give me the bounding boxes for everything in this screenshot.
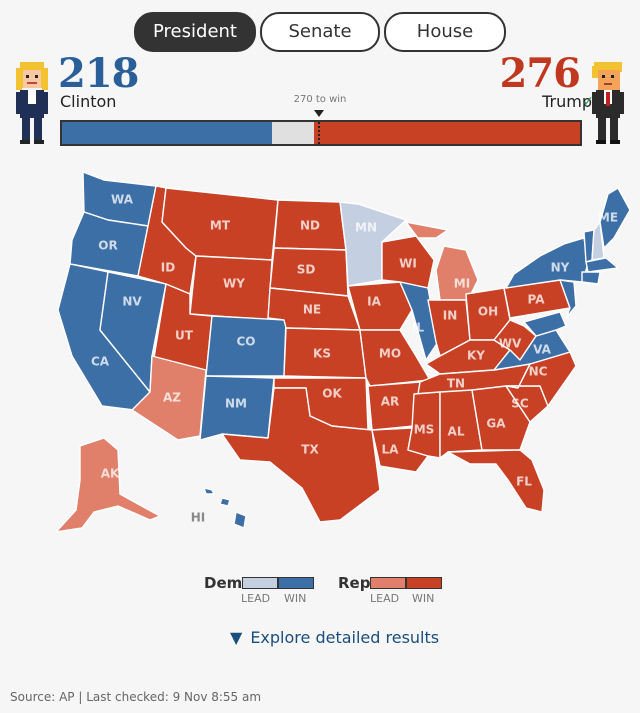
race-tabs: President Senate House [0,12,640,52]
label-WA: WA [111,193,134,207]
label-OR: OR [98,239,117,253]
label-LA: LA [382,443,400,457]
label-VA: VA [533,343,551,357]
state-ME[interactable] [599,187,631,249]
label-UT: UT [175,329,194,343]
label-SC: SC [511,397,529,411]
tab-president[interactable]: President [134,12,256,52]
win-threshold-marker-icon [314,110,324,117]
rep-bar-segment [314,122,580,144]
win-threshold-label: 270 to win [293,94,347,105]
label-WY: WY [223,277,245,291]
label-AR: AR [381,395,400,409]
label-NM: NM [225,397,247,411]
trump-electoral-votes: 276 [499,50,581,97]
winner-check-icon: ✓ [582,94,594,110]
state-MD[interactable] [523,311,567,337]
dem-bar-segment [62,122,272,144]
state-AZ[interactable] [131,355,207,441]
state-MA[interactable] [585,257,619,273]
state-NY[interactable] [505,237,589,289]
electoral-vote-bar [60,120,582,146]
tab-house[interactable]: House [384,12,506,52]
legend-rep-label: Rep [338,574,371,592]
label-NV: NV [122,295,142,309]
label-AL: AL [448,425,465,439]
tab-senate[interactable]: Senate [260,12,380,52]
label-GA: GA [486,417,506,431]
state-HI[interactable] [203,487,247,529]
state-NJ[interactable] [559,279,577,319]
explore-results-link[interactable]: ▼ Explore detailed results [230,628,439,647]
label-IL: IL [412,321,424,335]
label-AZ: AZ [163,391,181,405]
label-ME: ME [598,211,618,225]
label-PA: PA [528,293,546,307]
state-TX[interactable] [221,387,381,523]
label-IN: IN [443,309,458,323]
legend-dem-label: Dem [204,574,243,592]
clinton-avatar-icon [16,62,48,144]
clinton-name: Clinton [60,92,117,111]
us-electoral-map: WA OR CA NV ID MT WY UT CO AZ NM ND SD N… [55,171,631,533]
label-MO: MO [379,347,401,361]
label-AK: AK [101,467,120,481]
label-MT: MT [210,219,231,233]
label-TX: TX [301,443,319,457]
source-footer: Source: AP | Last checked: 9 Nov 8:55 am [10,690,262,704]
clinton-electoral-votes: 218 [58,50,139,97]
pointing-hand-icon: ▼ [230,628,243,647]
state-GA[interactable] [471,385,531,451]
legend-dem-win-label: WIN [284,592,307,605]
win-threshold-line [318,122,320,144]
legend-dem-lead-label: LEAD [241,592,271,605]
state-AK[interactable] [55,437,161,533]
label-CA: CA [91,355,110,369]
label-MI: MI [454,277,470,291]
label-OK: OK [322,387,342,401]
label-HI: HI [191,511,206,525]
state-FL[interactable] [447,449,545,513]
label-ND: ND [300,219,320,233]
state-CT[interactable] [581,271,601,285]
trump-name: Trump [542,92,592,111]
legend-rep-lead-swatch [370,577,406,589]
label-NC: NC [529,365,548,379]
label-NE: NE [303,303,321,317]
label-ID: ID [161,261,175,275]
label-FL: FL [516,475,532,489]
label-SD: SD [297,263,316,277]
label-MS: MS [414,423,435,437]
label-KS: KS [313,347,331,361]
legend-rep-win-swatch [406,577,442,589]
legend-dem-win-swatch [278,577,314,589]
legend-rep-lead-label: LEAD [370,592,400,605]
label-NY: NY [551,261,570,275]
trump-avatar-icon [592,62,624,144]
label-IA: IA [367,295,381,309]
legend-dem-lead-swatch [242,577,278,589]
label-CO: CO [236,335,255,349]
label-KY: KY [467,349,485,363]
label-MN: MN [355,221,377,235]
label-WV: WV [499,337,522,351]
state-IA[interactable] [347,281,413,331]
label-WI: WI [399,257,417,271]
explore-results-label: Explore detailed results [250,628,440,647]
label-OH: OH [478,305,498,319]
legend-rep-win-label: WIN [412,592,435,605]
label-TN: TN [447,377,465,391]
